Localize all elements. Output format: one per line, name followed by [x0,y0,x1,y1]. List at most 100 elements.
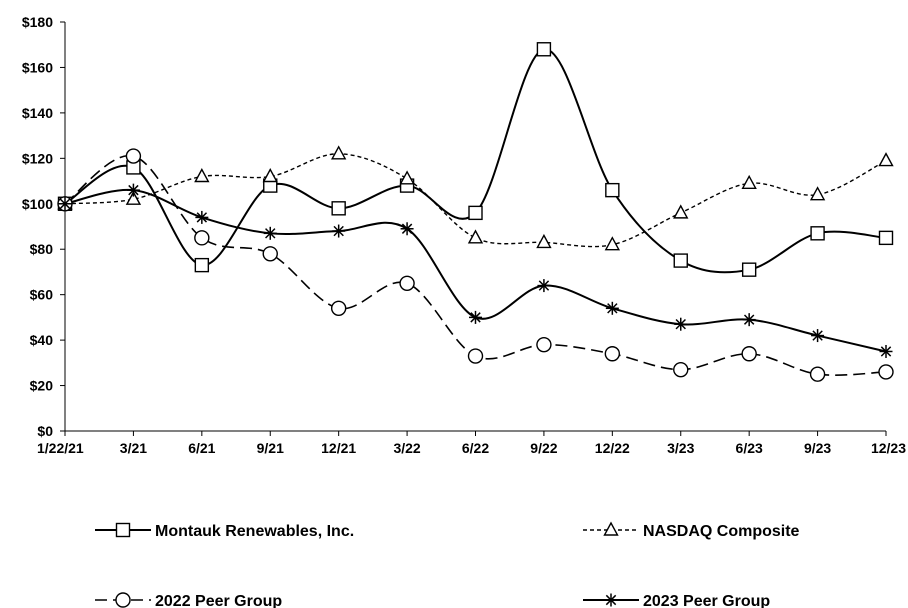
legend-marker [115,522,131,538]
data-point-marker [809,186,826,201]
data-point-marker [673,253,688,268]
legend-marker [603,521,619,536]
legend-label: Montauk Renewables, Inc. [155,523,354,540]
data-point-marker [126,183,140,197]
asterisk-stroke [538,280,550,291]
x-tick-label: 12/21 [321,440,356,456]
legend: Montauk Renewables, Inc. NASDAQ Composite… [95,521,800,608]
data-point-marker [878,230,894,246]
legend-item: NASDAQ Composite [583,521,800,540]
data-point-marker [468,205,483,221]
x-tick-label: 3/21 [120,440,147,456]
asterisk-stroke [880,346,892,357]
asterisk-stroke [743,314,755,325]
asterisk-stroke [675,318,686,330]
data-point-marker [605,182,620,198]
x-tick-label: 3/23 [667,440,694,456]
data-point-marker [878,364,894,380]
data-point-marker [195,210,209,224]
data-point-marker [125,190,142,205]
y-tick-label: $60 [30,287,54,303]
x-axis-ticks: 1/22/21 3/21 6/21 9/21 12/21 3/22 6/22 9/22 12/2… [37,431,906,456]
x-tick-label: 6/22 [462,440,489,456]
x-tick-label: 6/21 [188,440,215,456]
y-tick-label: $0 [37,423,53,439]
data-point-marker [125,148,142,164]
data-point-marker [604,346,621,362]
data-point-marker [330,145,347,160]
data-point-marker [263,226,277,240]
x-tick-label: 12/22 [595,440,630,456]
data-point-marker [332,224,346,238]
asterisk-stroke [196,212,208,223]
data-point-marker [537,279,551,293]
y-tick-label: $80 [30,241,54,257]
data-point-marker [674,317,688,331]
data-point-marker [400,222,414,236]
data-point-marker [741,346,757,362]
y-tick-label: $160 [22,59,53,75]
data-point-marker [879,344,893,358]
y-tick-label: $180 [22,14,53,30]
data-point-marker [811,329,825,343]
asterisk-stroke [333,225,344,237]
asterisk-stroke [812,330,823,341]
y-axis-ticks: $0 $20 $40 $60 $80 $100 $120 $140 $160 $180 [22,14,65,439]
y-tick-label: $120 [22,150,53,166]
x-tick-label: 12/23 [871,440,906,456]
data-point-marker [399,170,415,185]
data-point-marker [194,230,210,246]
data-point-marker [399,275,415,292]
data-point-marker [536,42,552,57]
legend-marker [115,592,131,608]
data-point-marker [810,226,825,241]
series-markers [57,42,894,382]
data-point-marker [469,310,482,324]
data-point-marker [604,236,621,251]
data-point-marker [673,361,689,378]
data-point-marker [809,366,826,382]
data-point-marker [262,246,278,262]
y-tick-label: $100 [22,196,53,212]
asterisk-stroke [128,184,139,196]
data-point-marker [742,313,756,327]
asterisk-stroke [401,223,413,234]
asterisk-stroke [265,228,276,239]
legend-marker [604,593,618,607]
y-tick-label: $140 [22,105,53,121]
asterisk-stroke [59,198,71,209]
x-tick-label: 1/22/21 [37,440,84,456]
data-point-marker [331,201,346,216]
data-point-marker [58,197,72,211]
y-tick-label: $40 [30,332,54,348]
data-point-marker [194,168,210,183]
data-point-marker [878,152,894,167]
legend-item: 2022 Peer Group [95,592,282,608]
data-point-marker [741,262,757,277]
legend-item: Montauk Renewables, Inc. [95,522,354,540]
legend-label: NASDAQ Composite [643,523,800,540]
data-point-marker [536,336,552,353]
data-point-marker [536,233,552,249]
data-point-marker [741,174,757,190]
legend-label: 2022 Peer Group [155,593,282,608]
y-tick-label: $20 [30,378,54,394]
data-point-marker [467,348,484,364]
asterisk-stroke [607,303,618,314]
data-point-marker [467,229,484,244]
x-tick-label: 6/23 [736,440,763,456]
asterisk-stroke [470,312,481,323]
data-point-marker [194,257,210,273]
legend-label: 2023 Peer Group [643,593,770,608]
data-point-marker [330,300,347,316]
data-point-marker [262,168,278,183]
asterisk-stroke [605,594,617,606]
x-tick-label: 9/22 [530,440,557,456]
legend-item: 2023 Peer Group [583,593,770,608]
axes [64,22,886,432]
x-tick-label: 9/23 [804,440,831,456]
x-tick-label: 3/22 [393,440,420,456]
x-tick-label: 9/21 [257,440,284,456]
data-point-marker [605,301,619,315]
